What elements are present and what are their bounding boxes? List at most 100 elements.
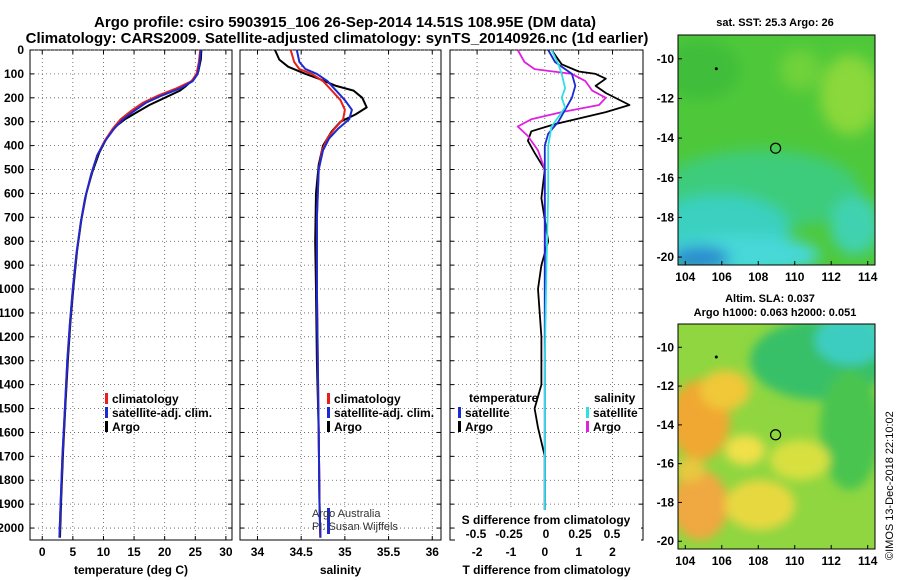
sst-map-title: sat. SST: 25.3 Argo: 26 [716,17,834,29]
sla-map-x-tick-label: 112 [822,554,842,568]
difference-x-tick-label: -2 [472,545,483,559]
s-difference-tick-label: 0.5 [604,527,621,541]
salinity-legend-label: climatology [334,392,401,406]
salinity-panel: 34 34.5 35 35.5 36 salinity climatologysatelli… [239,49,442,577]
y-tick-label: 100 [4,67,24,81]
imos-stamp: ©IMOS 13-Dec-2018 22:10:02 [884,411,896,560]
sla-map: 104 106 108 110 112 114 -10 -12 -14 -16 -18 -20 [657,323,878,568]
salinity-diff-legend-swatch [586,421,589,432]
y-tick-label: 600 [4,186,24,200]
sst-map-y-tick-label: -16 [657,171,675,185]
temperature-x-tick-label: 25 [189,545,203,559]
sst-map-x-tick-label: 108 [748,270,768,284]
salinity-diff-legend-label: Argo [593,420,621,434]
temperature-x-tick-label: 5 [70,545,77,559]
salinity-legend-swatch [327,407,330,418]
salinity-x-axis-label: salinity [320,563,362,577]
temperature-legend-swatch [105,421,108,432]
salinity-legend-label: satellite-adj. clim. [334,406,434,420]
sst-map-x-tick-label: 104 [675,270,695,284]
difference-x-axis-label: T difference from climatology [462,563,630,577]
temperature-diff-legend-swatch [458,421,461,432]
sla-map-christmas-island-marker [714,355,718,359]
salinity-diff-legend-swatch [586,407,589,418]
y-tick-label: 1900 [0,497,24,511]
sla-map-subtitle: Argo h1000: 0.063 h2000: 0.051 [694,307,857,319]
temperature-legend-swatch [105,407,108,418]
sst-map-x-tick-label: 112 [822,270,842,284]
salinity-satellite-adj-line [295,49,353,538]
temperature-diff-legend-label: Argo [465,420,493,434]
y-tick-label: 2000 [0,521,24,535]
sla-map-y-tick-label: -18 [657,495,675,509]
sla-map-x-tick-label: 106 [712,554,732,568]
salinity-x-tick-label: 36 [426,545,440,559]
y-tick-label: 1200 [0,330,24,344]
difference-s-satellite-line [543,49,566,538]
temperature-x-tick-label: 0 [39,545,46,559]
y-tick-label: 200 [4,91,24,105]
s-difference-axis-label: S difference from climatology [462,513,631,527]
temperature-x-tick-label: 10 [97,545,111,559]
difference-x-tick-label: 1 [575,545,582,559]
argo-australia-note: Argo Australia [312,508,381,520]
s-difference-tick-label: -0.5 [466,527,487,541]
s-difference-tick-label: -0.25 [495,527,523,541]
temperature-legend-swatch [105,393,108,404]
temperature-x-tick-label: 20 [158,545,172,559]
sst-map-y-tick-label: -10 [657,52,675,66]
sst-map-argo-position-marker [769,142,782,154]
top-axis-label-box [455,510,641,542]
y-tick-label: 500 [4,163,24,177]
salinity-legend-swatch [327,421,330,432]
salinity-note-marker [327,508,330,534]
sst-map-x-tick-label: 114 [858,270,878,284]
sla-map-y-tick-label: -10 [657,340,675,354]
sla-map-y-tick-label: -14 [657,418,675,432]
temperature-x-tick-label: 30 [219,545,233,559]
salinity-x-tick-label: 35 [338,545,352,559]
temperature-legend-label: Argo [112,420,140,434]
legend-salinity-title: salinity [594,391,636,405]
temperature-satellite-adj-line [58,49,202,538]
y-tick-label: 1100 [0,306,24,320]
y-tick-label: 0 [17,43,24,57]
temperature-diff-legend-swatch [458,407,461,418]
salinity-x-tick-label: 34 [251,545,265,559]
sst-map-x-tick-label: 110 [785,270,805,284]
sla-map-y-tick-label: -16 [657,457,675,471]
salinity-diff-legend-label: satellite [593,406,638,420]
sst-map-frame [677,34,876,266]
sst-map-y-tick-label: -12 [657,91,675,105]
temperature-frame [29,49,233,541]
sst-map-x-tick-label: 106 [712,270,732,284]
sla-map-title: Altim. SLA: 0.037 [725,293,815,305]
y-tick-label: 900 [4,258,24,272]
y-tick-label: 1800 [0,473,24,487]
y-tick-label: 1300 [0,354,24,368]
y-tick-label: 800 [4,234,24,248]
difference-x-tick-label: 2 [609,545,616,559]
salinity-legend-swatch [327,393,330,404]
y-tick-label: 700 [4,210,24,224]
sla-map-y-tick-label: -12 [657,379,675,393]
temperature-panel: 0100200300400500600700800900100011001200… [0,43,233,577]
sst-map: 104 106 108 110 112 114 -10 -12 -14 -16 -18 -20 [657,34,878,284]
temperature-x-axis-label: temperature (deg C) [74,563,188,577]
sla-map-x-tick-label: 114 [858,554,878,568]
sla-map-x-tick-label: 108 [748,554,768,568]
difference-s-argo-line [516,49,607,538]
sla-map-y-tick-label: -20 [657,534,675,548]
sst-map-y-tick-label: -20 [657,250,675,264]
y-tick-label: 1500 [0,402,24,416]
sla-map-argo-position-marker [769,429,782,441]
temperature-diff-legend-label: satellite [465,406,510,420]
y-tick-label: 1400 [0,378,24,392]
difference-x-tick-label: -1 [506,545,517,559]
sla-map-x-tick-label: 110 [785,554,805,568]
sst-map-christmas-island-marker [714,67,718,71]
temperature-x-tick-label: 15 [127,545,141,559]
y-tick-label: 1700 [0,449,24,463]
title-line-1: Argo profile: csiro 5903915_106 26-Sep-2… [94,14,596,31]
